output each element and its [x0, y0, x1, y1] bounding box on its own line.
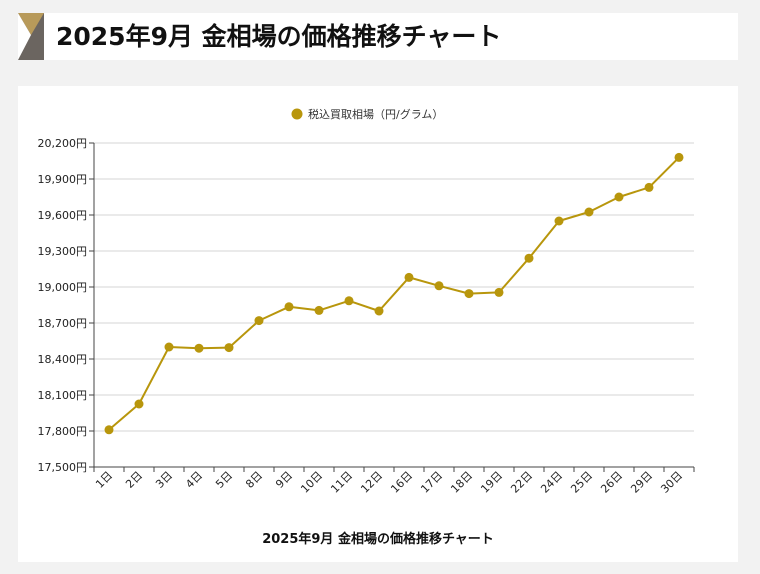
- series-layer: [104, 152, 684, 435]
- legend-label: 税込買取相場（円/グラム）: [308, 107, 443, 121]
- data-point[interactable]: [464, 289, 474, 299]
- data-point[interactable]: [134, 399, 144, 409]
- data-point[interactable]: [164, 342, 174, 352]
- x-tick-label: 17日: [418, 469, 445, 496]
- series-line: [108, 156, 680, 431]
- x-tick-label: 30日: [658, 469, 685, 496]
- y-tick-labels: 17,500円 17,800円 18,100円 18,400円 18,700円 19,00…: [38, 137, 88, 474]
- y-tick-label: 19,900円: [38, 173, 88, 186]
- x-tick-label: 8日: [243, 469, 265, 491]
- y-tick-label: 19,600円: [38, 209, 88, 222]
- legend-marker: [291, 108, 303, 120]
- y-tick-label: 17,800円: [38, 425, 88, 438]
- x-tick-label: 4日: [183, 469, 205, 491]
- x-tick-labels: 1日 2日 3日 4日 5日 8日 9日 10日 11日 12日 16日 17日 18日 19日 22日 24…: [93, 469, 685, 496]
- data-point[interactable]: [194, 343, 204, 353]
- chart-card: 17,500円 17,800円 18,100円 18,400円 18,700円 19,00…: [18, 86, 738, 562]
- data-point[interactable]: [254, 316, 264, 326]
- legend: 税込買取相場（円/グラム）: [291, 107, 443, 121]
- data-point[interactable]: [284, 302, 294, 312]
- y-tick-label: 18,100円: [38, 389, 88, 402]
- x-tick-label: 25日: [568, 469, 595, 496]
- data-point[interactable]: [644, 182, 654, 192]
- y-tick-label: 18,700円: [38, 317, 88, 330]
- x-tick-label: 1日: [93, 469, 115, 491]
- data-point[interactable]: [224, 343, 234, 353]
- axes: [89, 142, 695, 472]
- data-point[interactable]: [584, 207, 594, 217]
- page-header: 2025年9月 金相場の価格推移チャート: [18, 13, 738, 60]
- x-tick-label: 22日: [508, 469, 535, 496]
- x-tick-label: 29日: [628, 469, 655, 496]
- x-tick-label: 11日: [328, 469, 355, 496]
- x-tick-label: 10日: [298, 469, 325, 496]
- y-tick-label: 17,500円: [38, 461, 88, 474]
- y-tick-label: 19,300円: [38, 245, 88, 258]
- data-point[interactable]: [434, 281, 444, 291]
- x-tick-label: 16日: [388, 469, 415, 496]
- y-tick-label: 18,400円: [38, 353, 88, 366]
- data-point[interactable]: [554, 216, 564, 226]
- x-tick-label: 9日: [273, 469, 295, 491]
- grid-lines: [94, 142, 694, 432]
- x-tick-label: 5日: [213, 469, 235, 491]
- x-tick-label: 24日: [538, 469, 565, 496]
- x-tick-label: 2日: [123, 469, 145, 491]
- data-point[interactable]: [344, 296, 354, 306]
- y-tick-label: 20,200円: [38, 137, 88, 150]
- data-point[interactable]: [314, 305, 324, 315]
- data-point[interactable]: [674, 152, 684, 162]
- data-point[interactable]: [614, 192, 624, 202]
- header-badge-icon: [18, 13, 44, 60]
- data-point[interactable]: [524, 253, 534, 263]
- y-tick-label: 19,000円: [38, 281, 88, 294]
- price-line-chart: 17,500円 17,800円 18,100円 18,400円 18,700円 19,00…: [38, 107, 695, 547]
- page-title: 2025年9月 金相場の価格推移チャート: [56, 22, 502, 51]
- x-tick-label: 26日: [598, 469, 625, 496]
- data-point[interactable]: [374, 306, 384, 316]
- data-point[interactable]: [404, 272, 414, 282]
- data-point[interactable]: [104, 425, 114, 435]
- chart-caption: 2025年9月 金相場の価格推移チャート: [262, 531, 494, 547]
- x-tick-label: 3日: [153, 469, 175, 491]
- data-point[interactable]: [494, 287, 504, 297]
- x-tick-label: 19日: [478, 469, 505, 496]
- x-tick-label: 18日: [448, 469, 475, 496]
- x-tick-label: 12日: [358, 469, 385, 496]
